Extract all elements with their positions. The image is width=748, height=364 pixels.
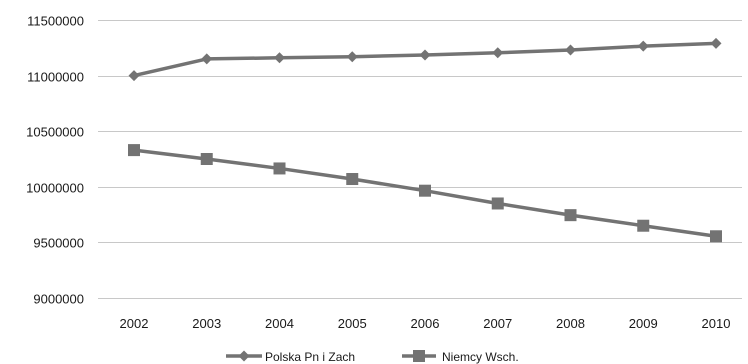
series-group	[128, 37, 722, 243]
y-axis-tick-labels: 9000000 9500000 10000000 10500000 11000000 11…	[26, 14, 84, 307]
x-tick-label: 2010	[702, 316, 731, 331]
data-point	[491, 197, 504, 210]
data-point	[273, 162, 286, 175]
x-tick-label: 2002	[120, 316, 149, 331]
data-point	[710, 230, 722, 243]
legend-label: Niemcy Wsch.	[442, 350, 519, 364]
legend-entry: Polska Pn i Zach	[226, 350, 355, 364]
data-point	[637, 40, 649, 52]
y-tick-label: 9000000	[33, 292, 84, 307]
x-tick-label: 2004	[265, 316, 294, 331]
x-tick-label: 2007	[483, 316, 512, 331]
x-tick-label: 2003	[192, 316, 221, 331]
y-tick-label: 10500000	[26, 125, 84, 140]
y-tick-label: 9500000	[33, 236, 84, 251]
legend-label: Polska Pn i Zach	[265, 350, 355, 364]
data-point	[710, 37, 722, 49]
series-1	[128, 37, 722, 82]
data-point	[128, 144, 140, 157]
x-tick-label: 2006	[411, 316, 440, 331]
series-2	[128, 144, 722, 243]
data-point	[419, 49, 431, 61]
data-point	[492, 47, 504, 59]
data-point	[200, 153, 213, 165]
data-point	[201, 53, 213, 65]
x-tick-label: 2008	[556, 316, 585, 331]
data-point	[419, 184, 431, 197]
y-tick-label: 11000000	[27, 70, 84, 85]
x-tick-label: 2009	[629, 316, 658, 331]
x-axis-tick-labels: 2002 2003 2004 2005 2006 2007 2008 2009 2010	[120, 316, 731, 331]
data-point	[128, 70, 140, 82]
legend-marker	[238, 350, 250, 362]
x-tick-label: 2005	[338, 316, 367, 331]
y-tick-label: 11500000	[27, 14, 84, 29]
legend-marker	[413, 350, 425, 362]
data-point	[346, 173, 359, 186]
data-point	[564, 209, 577, 222]
data-point	[565, 44, 576, 56]
data-point	[346, 51, 358, 63]
legend: Polska Pn i Zach Niemcy Wsch.	[226, 350, 519, 364]
data-point	[637, 219, 650, 232]
y-tick-label: 10000000	[26, 181, 84, 196]
legend-entry: Niemcy Wsch.	[402, 350, 519, 364]
data-point	[274, 52, 285, 64]
